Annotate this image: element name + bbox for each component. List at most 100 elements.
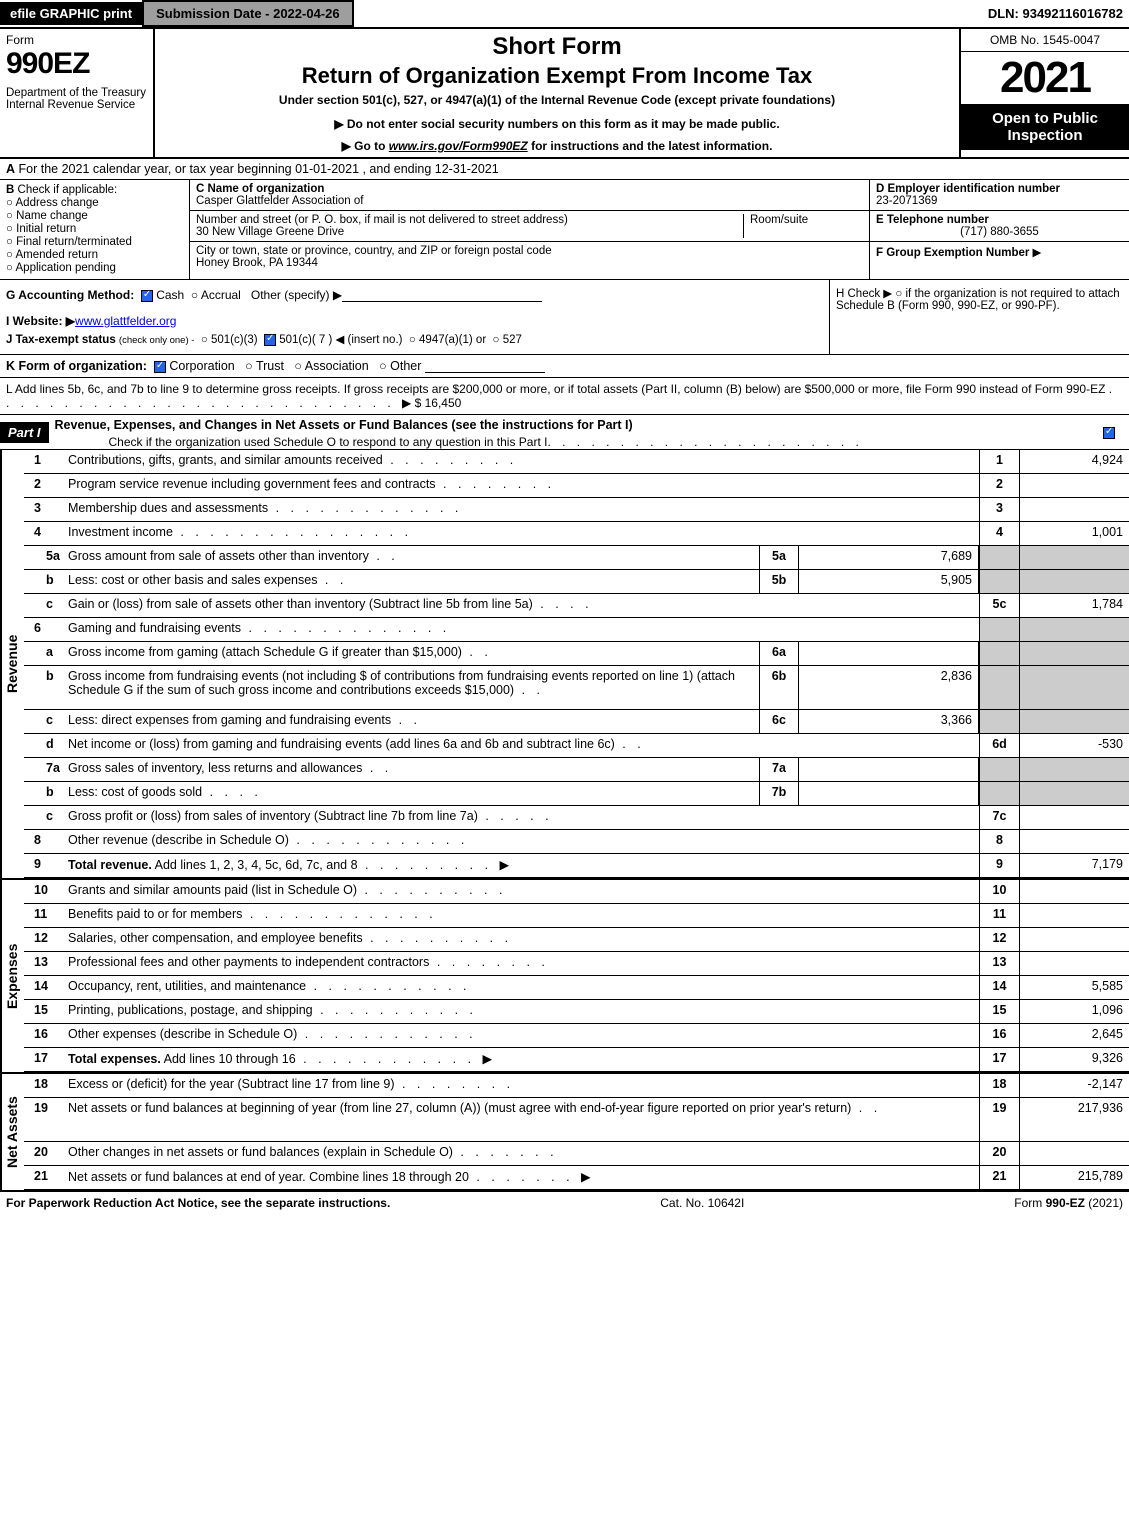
line-5c: cGain or (loss) from sale of assets othe… [24, 594, 1129, 618]
dots: . . . . [533, 597, 593, 611]
dots: . . [317, 573, 347, 587]
submission-date: Submission Date - 2022-04-26 [142, 0, 354, 27]
dots: . . . . . . . . . . [357, 883, 506, 897]
row-l: L Add lines 5b, 6c, and 7b to line 9 to … [0, 378, 1129, 415]
goto-link[interactable]: www.irs.gov/Form990EZ [389, 139, 528, 153]
line-6b: bGross income from fundraising events (n… [24, 666, 1129, 710]
line-desc: Contributions, gifts, grants, and simila… [64, 450, 979, 473]
line-num: 1 [24, 450, 64, 473]
right-val [1019, 830, 1129, 853]
right-num: 3 [979, 498, 1019, 521]
line-20: 20Other changes in net assets or fund ba… [24, 1142, 1129, 1166]
right-num: 9 [979, 854, 1019, 877]
line-num: 15 [24, 1000, 64, 1023]
g-other-input[interactable] [342, 288, 542, 302]
col-b: B Check if applicable: Address change Na… [0, 180, 190, 279]
header-left: Form 990EZ Department of the Treasury In… [0, 29, 155, 157]
right-val-grey [1019, 758, 1129, 781]
right-val-grey [1019, 666, 1129, 709]
l-val: $ 16,450 [415, 396, 462, 410]
k-assoc[interactable] [294, 359, 304, 373]
dots: . . [514, 683, 544, 697]
chk-amended-return[interactable]: Amended return [6, 249, 183, 261]
right-num-grey [979, 618, 1019, 641]
dots: . . . . . . . . . . . . [289, 833, 468, 847]
dots: . . . . . . . [469, 1170, 581, 1184]
chk-cash[interactable] [141, 290, 153, 302]
mid-num: 5a [759, 546, 799, 569]
j-o1: 501(c)(3) [211, 334, 258, 346]
f-label: F Group Exemption Number [876, 247, 1029, 259]
dots: . . . . . . . . . . . . . [242, 907, 436, 921]
dots: . . . . . . . . [395, 1077, 515, 1091]
line-num: c [24, 806, 64, 829]
right-val: 4,924 [1019, 450, 1129, 473]
dots: . . [615, 737, 645, 751]
line-desc: Total revenue. Add lines 1, 2, 3, 4, 5c,… [64, 854, 979, 877]
line-num: a [24, 642, 64, 665]
row-a-text: For the 2021 calendar year, or tax year … [19, 162, 499, 176]
c-name-label: C Name of organization [196, 183, 324, 195]
right-val: 1,096 [1019, 1000, 1129, 1023]
expenses-section: Expenses 10Grants and similar amounts pa… [0, 880, 1129, 1074]
col-def: D Employer identification number 23-2071… [869, 180, 1129, 279]
dots: . . . . . . . . . . [363, 931, 512, 945]
j-527[interactable] [493, 334, 503, 346]
right-num: 12 [979, 928, 1019, 951]
chk-name-change[interactable]: Name change [6, 210, 183, 222]
revenue-label: Revenue [0, 450, 24, 878]
right-val: -2,147 [1019, 1074, 1129, 1097]
under-section: Under section 501(c), 527, or 4947(a)(1)… [163, 93, 951, 107]
dots: . . . . . . . . . . . [306, 979, 470, 993]
right-num-grey [979, 710, 1019, 733]
website-link[interactable]: www.glattfelder.org [75, 314, 176, 328]
chk-initial-return[interactable]: Initial return [6, 223, 183, 235]
part1-check[interactable] [1103, 427, 1115, 439]
line-num: 16 [24, 1024, 64, 1047]
chk-final-return[interactable]: Final return/terminated [6, 236, 183, 248]
right-val [1019, 952, 1129, 975]
open-to-public: Open to Public Inspection [961, 104, 1129, 150]
k-corp[interactable] [154, 361, 166, 373]
footer-left: For Paperwork Reduction Act Notice, see … [6, 1196, 390, 1210]
mid-num: 6c [759, 710, 799, 733]
chk-accrual[interactable] [191, 288, 201, 302]
mid-num: 7b [759, 782, 799, 805]
line-desc: Total expenses. Add lines 10 through 16 … [64, 1048, 979, 1071]
k-other-input[interactable] [425, 359, 545, 373]
netassets-section: Net Assets 18Excess or (deficit) for the… [0, 1074, 1129, 1190]
dots: . . . . [202, 785, 262, 799]
line-4: 4Investment income . . . . . . . . . . .… [24, 522, 1129, 546]
right-num: 2 [979, 474, 1019, 497]
chk-application-pending[interactable]: Application pending [6, 262, 183, 274]
line-desc: Professional fees and other payments to … [64, 952, 979, 975]
efile-print-button[interactable]: efile GRAPHIC print [0, 2, 142, 25]
chk-address-change[interactable]: Address change [6, 197, 183, 209]
right-val: 217,936 [1019, 1098, 1129, 1141]
line-num: 18 [24, 1074, 64, 1097]
footer-right-post: (2021) [1085, 1196, 1123, 1210]
line-num: 21 [24, 1166, 64, 1189]
j-o4: 527 [503, 334, 522, 346]
dln: DLN: 93492116016782 [988, 6, 1129, 21]
line-num: 12 [24, 928, 64, 951]
line-16: 16Other expenses (describe in Schedule O… [24, 1024, 1129, 1048]
right-num: 17 [979, 1048, 1019, 1071]
d-label: D Employer identification number [876, 183, 1060, 195]
k-trust[interactable] [245, 359, 256, 373]
right-num-grey [979, 642, 1019, 665]
line-desc: Net assets or fund balances at beginning… [64, 1098, 979, 1141]
dots: . . . . . . . . . [383, 453, 518, 467]
k-other[interactable] [379, 359, 390, 373]
h-check[interactable] [895, 288, 905, 300]
line-6: 6Gaming and fundraising events . . . . .… [24, 618, 1129, 642]
j-501c[interactable] [264, 334, 276, 346]
j-501c3[interactable] [201, 334, 211, 346]
e-label: E Telephone number [876, 214, 989, 226]
right-val [1019, 1142, 1129, 1165]
right-val-grey [1019, 570, 1129, 593]
j-4947[interactable] [409, 334, 419, 346]
mid-num: 6a [759, 642, 799, 665]
header-middle: Short Form Return of Organization Exempt… [155, 29, 959, 157]
department: Department of the Treasury Internal Reve… [6, 87, 147, 111]
